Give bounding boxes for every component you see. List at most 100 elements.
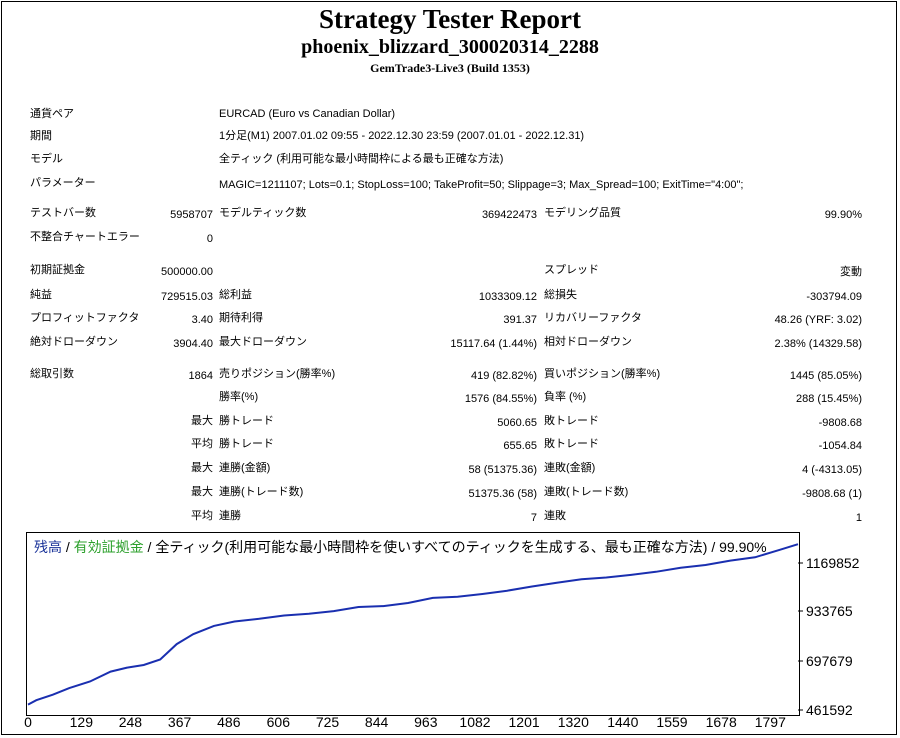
bars-value: 5958707	[170, 209, 213, 221]
y-tick-label: 1169852	[806, 555, 860, 571]
largest-loss-label: 敗トレード	[544, 415, 599, 427]
x-tick-label: 129	[69, 714, 93, 730]
abs-dd-value: 3904.40	[173, 338, 213, 350]
largest-prefix: 最大	[191, 415, 213, 427]
equity-chart	[26, 532, 800, 716]
period-label: 期間	[30, 130, 52, 142]
model-label: モデル	[30, 153, 63, 165]
max-cons-prefix: 最大	[191, 462, 213, 474]
x-tick-label: 1559	[656, 714, 688, 730]
long-value: 1445 (85.05%)	[789, 370, 862, 382]
x-tick-label: 1082	[459, 714, 491, 730]
net-label: 純益	[30, 289, 52, 301]
deposit-value: 500000.00	[161, 266, 213, 278]
x-tick-label: 606	[266, 714, 290, 730]
balance-line	[27, 543, 799, 706]
avg-cons-loss-value: 1	[855, 512, 862, 524]
loss-pct-label: 負率 (%)	[544, 391, 587, 403]
quality-label: モデリング品質	[544, 207, 621, 219]
avg-cons-prefix: 平均	[191, 510, 213, 522]
x-tick-label: 248	[118, 714, 143, 730]
ticks-label: モデルティック数	[219, 207, 307, 219]
max-cons-loss-value: 4 (-4313.05)	[802, 464, 862, 476]
recovery-label: リカバリーファクタ	[544, 312, 642, 324]
avg-cons-loss-label: 連敗	[544, 510, 566, 522]
y-tick-label: 697679	[806, 653, 853, 669]
period-value: 1分足(M1) 2007.01.02 09:55 - 2022.12.30 23…	[219, 130, 585, 142]
max-cons-lossamt-value: -9808.68 (1)	[802, 488, 862, 500]
max-cons-profit-value: 51375.36 (58)	[468, 488, 538, 500]
largest-loss-value: -9808.68	[818, 417, 862, 429]
x-tick-label: 367	[167, 714, 192, 730]
x-tick-label: 725	[315, 714, 340, 730]
symbol-label: 通貨ペア	[30, 108, 74, 120]
spread-label: スプレッド	[544, 264, 599, 276]
gross-loss-value: -303794.09	[806, 291, 862, 303]
x-tick-label: 1440	[607, 714, 639, 730]
gross-loss-label: 総損失	[544, 289, 577, 301]
x-tick-label: 1320	[557, 714, 589, 730]
gross-profit-label: 総利益	[219, 289, 252, 301]
short-label: 売りポジション(勝率%)	[219, 368, 336, 380]
long-label: 買いポジション(勝率%)	[544, 368, 661, 380]
quality-value: 99.90%	[824, 209, 862, 221]
max-dd-value: 15117.64 (1.44%)	[450, 338, 537, 350]
symbol-value: EURCAD (Euro vs Canadian Dollar)	[219, 108, 396, 120]
x-tick-label: 1678	[705, 714, 737, 730]
legend-separator: /	[62, 539, 74, 555]
x-tick-label: 1201	[508, 714, 540, 730]
max-cons-lossamt-label: 連敗(トレード数)	[544, 486, 629, 498]
ticks-value: 369422473	[481, 209, 537, 221]
win-pct-value: 1576 (84.55%)	[464, 393, 537, 405]
model-value: 全ティック (利用可能な最小時間枠による最も正確な方法)	[219, 153, 504, 165]
rel-dd-label: 相対ドローダウン	[544, 336, 632, 348]
x-tick-label: 844	[364, 714, 389, 730]
x-tick-label: 963	[414, 714, 438, 730]
params-value: MAGIC=1211107; Lots=0.1; StopLoss=100; T…	[219, 179, 744, 191]
short-value: 419 (82.82%)	[470, 370, 537, 382]
abs-dd-label: 絶対ドローダウン	[30, 336, 118, 348]
x-tick-label: 0	[24, 714, 32, 730]
legend-balance: 残高	[34, 539, 62, 555]
mismatch-value: 0	[206, 233, 213, 245]
avg-loss-value: -1054.84	[818, 440, 862, 452]
max-cons-win-label: 連勝(金額)	[219, 462, 271, 474]
net-value: 729515.03	[161, 291, 213, 303]
recovery-value: 48.26 (YRF: 3.02)	[774, 314, 862, 326]
max-cons-loss-label: 連敗(金額)	[544, 462, 596, 474]
avg-cons-win-label: 連勝	[219, 510, 241, 522]
avg-cons-win-value: 7	[530, 512, 537, 524]
expected-value: 391.37	[503, 314, 537, 326]
rel-dd-value: 2.38% (14329.58)	[774, 338, 862, 350]
trades-label: 総取引数	[30, 368, 74, 380]
params-label: パラメーター	[30, 177, 96, 189]
ea-name: phoenix_blizzard_300020314_2288	[301, 36, 599, 58]
max-cons-amt-prefix: 最大	[191, 486, 213, 498]
deposit-label: 初期証拠金	[30, 264, 85, 276]
loss-pct-value: 288 (15.45%)	[795, 393, 862, 405]
largest-win-value: 5060.65	[497, 417, 537, 429]
x-tick-label: 1797	[754, 714, 786, 730]
chart-legend: 残高 / 有効証拠金 / 全ティック(利用可能な最小時間枠を使いすべてのティック…	[34, 537, 767, 557]
server-build: GemTrade3-Live3 (Build 1353)	[370, 61, 530, 75]
legend-equity: 有効証拠金	[73, 539, 144, 555]
expected-label: 期待利得	[219, 312, 263, 324]
report-title: Strategy Tester Report	[319, 4, 581, 34]
avg-loss-label: 敗トレード	[544, 438, 599, 450]
win-pct-label: 勝率(%)	[219, 391, 259, 403]
gross-profit-value: 1033309.12	[478, 291, 537, 303]
average-prefix: 平均	[191, 438, 213, 450]
max-cons-win-value: 58 (51375.36)	[468, 464, 538, 476]
y-tick-label: 461592	[806, 702, 853, 718]
pf-label: プロフィットファクタ	[30, 312, 140, 324]
x-tick-label: 486	[217, 714, 241, 730]
trades-value: 1864	[188, 370, 213, 382]
max-cons-profit-label: 連勝(トレード数)	[219, 486, 304, 498]
mismatch-label: 不整合チャートエラー	[30, 231, 140, 243]
bars-label: テストバー数	[30, 207, 96, 219]
y-tick-label: 933765	[806, 603, 853, 619]
spread-value: 変動	[840, 266, 862, 278]
largest-win-label: 勝トレード	[219, 415, 274, 427]
